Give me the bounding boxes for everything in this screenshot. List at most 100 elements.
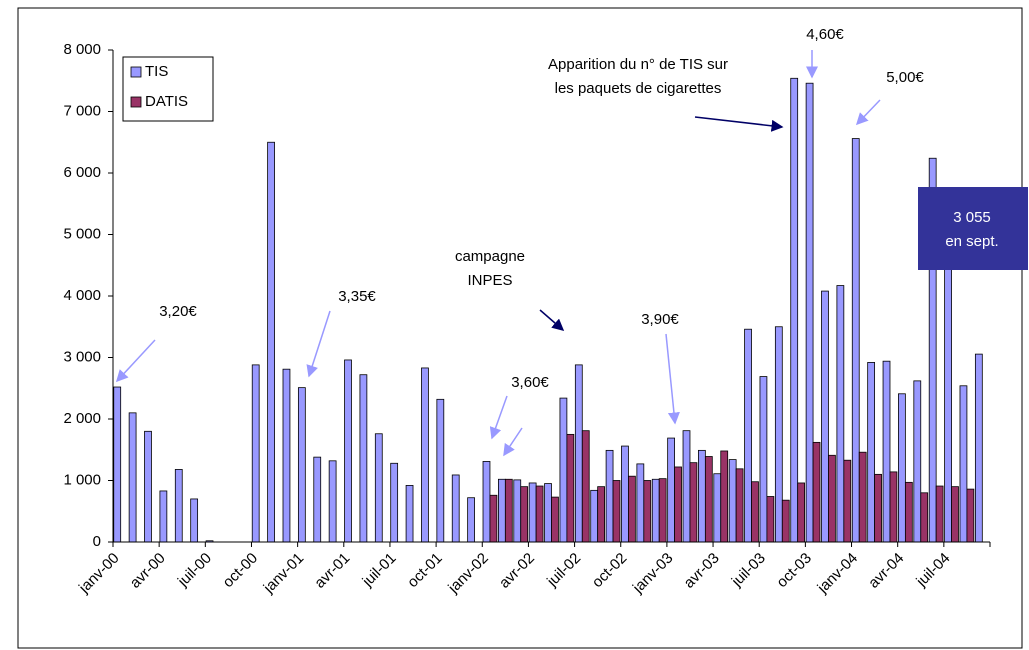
annotation-arrow — [115, 339, 156, 383]
bar — [781, 499, 790, 543]
bar — [904, 481, 913, 543]
bar — [682, 430, 691, 543]
legend-label: TIS — [145, 63, 168, 80]
y-tick-label: 0 — [93, 533, 101, 550]
bar — [513, 479, 522, 543]
bar — [636, 463, 645, 543]
bar — [612, 480, 621, 543]
bar — [621, 445, 629, 543]
annotation: INPES — [467, 272, 512, 289]
annotation: campagne — [455, 248, 525, 265]
bar — [713, 473, 722, 543]
bar — [581, 430, 590, 543]
bar — [889, 471, 898, 543]
bar — [790, 77, 799, 543]
annotation: 3,35€ — [338, 288, 376, 305]
bar — [113, 386, 122, 543]
bar — [436, 398, 445, 543]
bar — [451, 474, 460, 543]
bar — [759, 376, 768, 543]
annotation-arrow — [489, 395, 508, 440]
bar — [489, 494, 498, 543]
bar — [851, 138, 860, 543]
bar — [390, 462, 399, 543]
annotation: 5,00€ — [886, 69, 924, 86]
legend-label: DATIS — [145, 93, 188, 110]
y-tick-label: 5 000 — [63, 225, 101, 242]
y-tick-label: 1 000 — [63, 471, 101, 488]
bar — [751, 481, 759, 543]
bar — [159, 490, 168, 543]
bar — [504, 478, 513, 543]
y-tick-label: 8 000 — [63, 41, 101, 58]
bar — [359, 374, 368, 543]
y-tick-label: 2 000 — [63, 410, 101, 427]
bar — [597, 486, 606, 543]
bar — [297, 387, 306, 543]
bar — [735, 468, 744, 543]
bar — [544, 483, 552, 543]
bar — [628, 475, 636, 543]
annotation: 3,20€ — [159, 303, 197, 320]
y-tick-label: 4 000 — [63, 287, 101, 304]
bar — [643, 480, 652, 543]
bar — [405, 485, 414, 543]
annotation: 3,90€ — [641, 311, 679, 328]
annotation-arrow — [539, 309, 565, 331]
bar — [836, 285, 845, 543]
bar — [898, 393, 906, 543]
bar — [744, 328, 752, 543]
bar — [190, 498, 199, 543]
bar — [920, 492, 929, 543]
bar — [913, 380, 922, 543]
bar — [658, 478, 667, 543]
bar — [467, 497, 475, 543]
bar — [344, 359, 352, 543]
annotation: les paquets de cigarettes — [555, 80, 722, 97]
bar — [874, 473, 882, 543]
bar — [951, 486, 959, 543]
bar — [551, 496, 559, 543]
annotation-arrow — [503, 427, 523, 457]
bar — [535, 485, 544, 543]
bar — [867, 362, 876, 543]
bar — [828, 454, 836, 543]
annotation: 3 055 — [953, 209, 991, 226]
y-tick-label: 3 000 — [63, 348, 101, 365]
annotation-arrow — [694, 116, 784, 132]
bar — [421, 367, 429, 543]
bar — [605, 449, 614, 543]
bar — [528, 482, 537, 543]
bar — [174, 469, 183, 543]
annotation-box — [918, 187, 1028, 270]
bar — [704, 456, 713, 543]
annotation-arrow — [855, 99, 881, 126]
bar — [805, 82, 814, 543]
legend-swatch — [130, 66, 142, 78]
bar — [328, 460, 337, 543]
y-tick-label: 6 000 — [63, 164, 101, 181]
bar — [720, 450, 729, 543]
bar — [674, 466, 682, 543]
annotation: 3,60€ — [511, 374, 549, 391]
bar — [858, 451, 867, 543]
bar — [689, 462, 698, 543]
bar — [766, 496, 775, 543]
bar — [574, 364, 583, 543]
bar — [667, 437, 675, 543]
y-tick-label: 7 000 — [63, 102, 101, 119]
bar — [935, 485, 944, 543]
bar — [128, 412, 137, 543]
bar — [520, 486, 529, 543]
bar — [374, 433, 383, 543]
bar — [728, 459, 737, 543]
bar — [774, 326, 783, 543]
bar — [497, 478, 506, 543]
legend-swatch — [130, 96, 142, 108]
bar — [482, 461, 491, 543]
bar — [651, 478, 660, 543]
bar — [698, 449, 706, 543]
bar — [251, 364, 260, 543]
bar — [144, 430, 152, 543]
